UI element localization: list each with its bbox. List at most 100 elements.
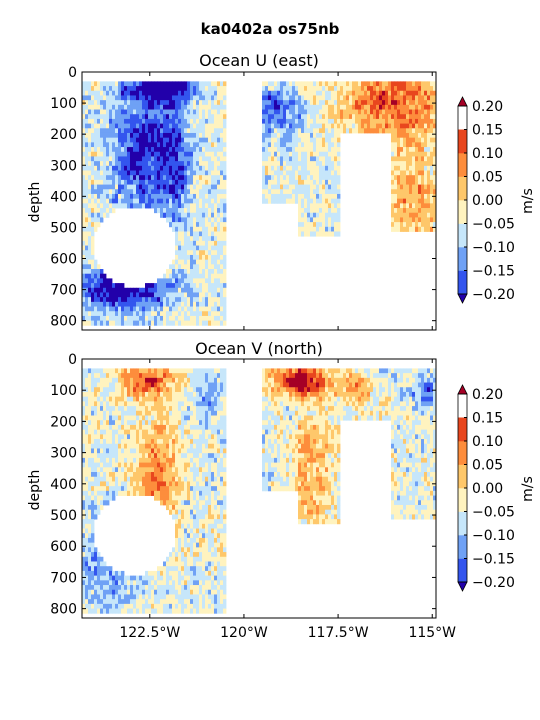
field-cell (175, 175, 179, 181)
field-cell (115, 156, 119, 162)
field-cell (223, 287, 227, 293)
field-cell (295, 147, 299, 153)
field-cell (142, 396, 146, 402)
field-cell (199, 90, 203, 96)
field-cell (163, 424, 167, 431)
field-cell (358, 100, 362, 106)
field-cell (133, 396, 137, 402)
field-cell (133, 81, 137, 87)
field-cell (409, 226, 413, 232)
field-cell (94, 603, 98, 609)
field-cell (202, 278, 206, 284)
field-cell (91, 254, 95, 261)
field-cell (91, 292, 95, 298)
field-cell (94, 368, 98, 374)
field-cell (115, 81, 119, 87)
field-cell (373, 109, 377, 115)
field-cell (112, 603, 116, 609)
field-cell (172, 165, 176, 171)
field-cell (175, 259, 179, 265)
field-cell (130, 415, 134, 421)
field-cell (139, 114, 143, 120)
field-cell (427, 100, 431, 106)
field-cell (397, 81, 401, 87)
field-cell (199, 128, 203, 134)
field-cell (148, 401, 152, 407)
field-cell (343, 104, 347, 110)
field-cell (103, 500, 107, 506)
field-cell (223, 269, 227, 275)
field-cell (157, 599, 161, 605)
field-cell (160, 320, 164, 326)
field-cell (205, 222, 209, 228)
field-cell (385, 86, 389, 92)
field-cell (163, 123, 167, 129)
field-cell (307, 86, 311, 92)
field-cell (181, 382, 185, 388)
field-cell (283, 95, 287, 101)
field-cell (208, 287, 212, 293)
field-cell (85, 90, 89, 96)
field-cell (364, 109, 368, 115)
field-cell (406, 189, 410, 195)
field-cell (190, 320, 194, 326)
field-cell (163, 481, 167, 487)
field-cell (136, 462, 140, 468)
field-cell (409, 147, 413, 153)
field-cell (193, 240, 197, 246)
field-cell (409, 137, 413, 143)
field-cell (139, 95, 143, 101)
field-cell (127, 161, 131, 167)
field-cell (430, 114, 434, 120)
field-cell (289, 86, 293, 92)
field-cell (112, 467, 116, 473)
field-cell (136, 109, 140, 115)
field-cell (406, 132, 410, 139)
field-cell (142, 81, 146, 87)
field-cell (154, 95, 158, 101)
colorbar-segment (458, 176, 467, 201)
field-cell (169, 439, 173, 445)
field-cell (166, 391, 170, 398)
field-cell (145, 391, 149, 398)
field-cell (85, 132, 89, 139)
field-cell (214, 269, 218, 275)
field-cell (292, 142, 296, 148)
field-cell (82, 439, 86, 445)
field-cell (274, 170, 278, 176)
field-cell (175, 156, 179, 162)
field-cell (307, 193, 311, 200)
field-cell (82, 410, 86, 416)
field-cell (283, 179, 287, 185)
field-cell (145, 608, 149, 614)
field-cell (82, 222, 86, 228)
field-cell (292, 86, 296, 92)
field-cell (199, 203, 203, 209)
field-cell (163, 118, 167, 124)
field-cell (109, 95, 113, 101)
field-cell (418, 156, 422, 162)
field-cell (394, 208, 398, 214)
field-cell (367, 118, 371, 124)
field-cell (295, 109, 299, 115)
field-cell (271, 90, 275, 96)
field-cell (154, 306, 158, 312)
field-cell (82, 132, 86, 139)
field-cell (91, 523, 95, 529)
field-cell (178, 250, 182, 256)
field-cell (85, 142, 89, 148)
field-cell (409, 86, 413, 92)
field-cell (139, 575, 143, 581)
field-cell (172, 401, 176, 407)
field-cell (331, 170, 335, 176)
field-cell (427, 114, 431, 120)
field-cell (94, 495, 98, 501)
field-cell (325, 86, 329, 92)
field-cell (109, 165, 113, 171)
field-cell (91, 457, 95, 463)
field-cell (151, 453, 155, 459)
field-cell (400, 81, 404, 87)
field-cell (394, 86, 398, 92)
field-cell (85, 462, 89, 468)
field-cell (265, 161, 269, 167)
